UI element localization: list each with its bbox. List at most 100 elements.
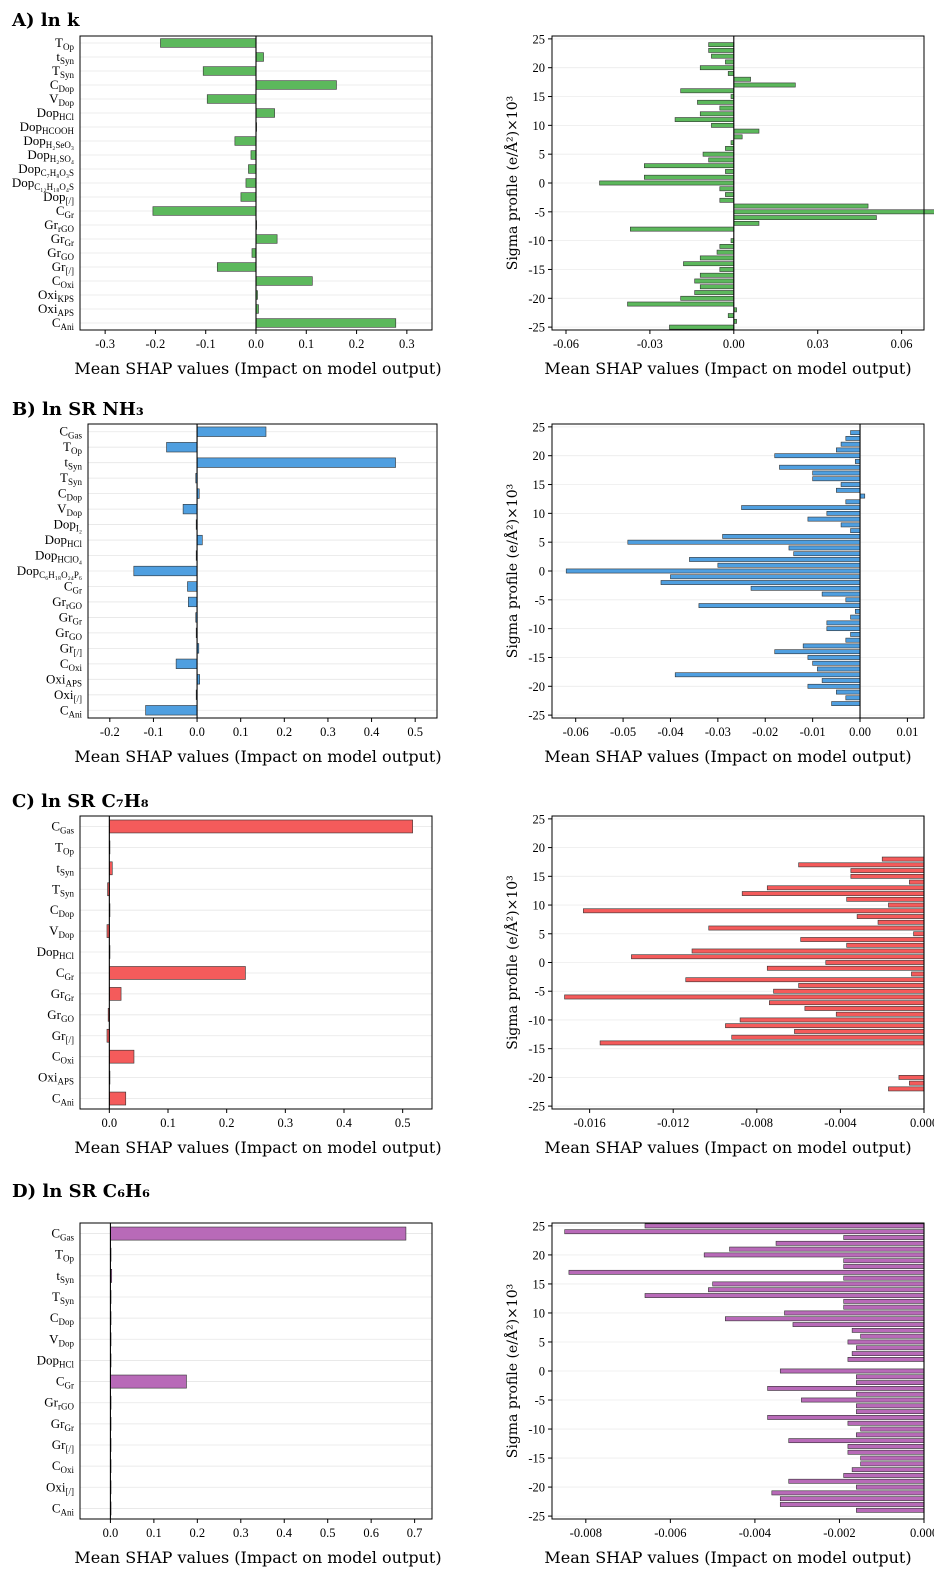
feature-label: DopC₁₂H₁₈O₄S: [12, 175, 74, 192]
bar: [877, 919, 925, 925]
bar: [627, 539, 861, 545]
feature-label: Oxi[/]: [46, 1479, 74, 1496]
bar: [741, 891, 925, 896]
y-tick-label: 0: [539, 565, 545, 579]
feature-label: GrGr: [51, 986, 74, 1003]
x-tick-label: 0.2: [190, 1526, 206, 1540]
bar: [845, 436, 861, 441]
bar: [699, 111, 735, 117]
bar: [788, 1438, 925, 1444]
x-tick-label: -0.2: [100, 725, 120, 739]
feature-label: GrGO: [47, 1007, 74, 1024]
y-tick-label: 25: [533, 420, 546, 434]
bar: [733, 203, 869, 209]
bar: [807, 683, 861, 689]
feature-label: DopC₆H₁₈O₂₄P₆: [17, 563, 82, 580]
bar: [255, 108, 275, 118]
x-tick-label: -0.016: [573, 1116, 605, 1130]
x-tick-label: 0.1: [160, 1116, 176, 1130]
bar: [779, 464, 861, 470]
bar: [182, 504, 198, 515]
bar: [196, 534, 203, 546]
bar: [733, 215, 877, 220]
feature-label: TOp: [55, 839, 74, 856]
y-tick-label: -15: [528, 651, 545, 665]
bar: [733, 82, 796, 88]
chart-D-right: 25 20 15 10 5 0 -5 -10 -15 -20 -25 -0.008 -0.006 -0.0…: [503, 1219, 934, 1567]
bar: [821, 678, 861, 683]
bar: [248, 164, 257, 174]
bar: [109, 1049, 135, 1064]
bar: [860, 1333, 925, 1339]
bar: [670, 574, 861, 580]
bar: [722, 534, 861, 539]
bar: [767, 1386, 925, 1391]
bar: [800, 937, 925, 942]
bar: [708, 48, 735, 53]
plot-frame: [79, 1222, 433, 1520]
bar: [843, 1298, 925, 1304]
bar: [733, 220, 760, 226]
y-tick-label: -25: [528, 1100, 545, 1114]
bar: [831, 701, 861, 706]
y-tick-label: 25: [533, 812, 546, 826]
bar: [583, 908, 925, 914]
feature-label: VDop: [49, 923, 74, 940]
bar: [856, 1432, 925, 1438]
y-tick-label: -25: [528, 321, 545, 335]
bar: [255, 276, 313, 286]
bar: [856, 1409, 925, 1415]
x-tick-label: 0.00: [849, 725, 871, 739]
x-tick-label: -0.03: [637, 337, 663, 351]
bar: [703, 1252, 925, 1258]
feature-label: DopHCOOH: [20, 119, 75, 136]
x-tick-label: -0.3: [95, 337, 115, 351]
x-tick-label: 0.2: [349, 337, 365, 351]
bar: [719, 267, 735, 272]
x-tick-label: -0.1: [196, 337, 216, 351]
feature-label: CAni: [52, 1500, 75, 1517]
bar: [788, 545, 861, 551]
bar: [771, 1490, 925, 1496]
bar: [631, 954, 925, 960]
plot-frame: [79, 35, 433, 331]
bar: [840, 482, 861, 487]
feature-label: DopH₂SO₄: [27, 147, 74, 164]
bar: [850, 614, 861, 620]
x-axis-title: Mean SHAP values (Impact on model output…: [74, 1548, 441, 1567]
feature-label: CDop: [50, 1310, 75, 1327]
bar: [843, 1235, 925, 1240]
y-tick-label: 0: [539, 1365, 545, 1379]
y-axis-title: Sigma profile (e/Å²)×10³: [503, 875, 521, 1050]
bar: [826, 626, 861, 632]
bar: [109, 819, 413, 834]
bar: [856, 1380, 925, 1385]
feature-label: TSyn: [52, 881, 74, 898]
x-tick-label: -0.04: [657, 725, 684, 739]
y-tick-label: -5: [535, 593, 545, 607]
plot-frame: [79, 815, 433, 1110]
bar: [741, 505, 861, 510]
bar: [843, 1258, 925, 1264]
feature-label: DopHCl: [37, 944, 75, 961]
bar: [133, 565, 198, 577]
bar: [909, 879, 925, 885]
x-tick-label: -0.004: [824, 1116, 857, 1130]
bar: [913, 931, 925, 937]
feature-label: GrrGO: [52, 594, 82, 611]
x-tick-label: -0.2: [146, 337, 166, 351]
bar: [840, 522, 861, 528]
bar: [255, 234, 278, 244]
bar: [725, 59, 735, 65]
bar: [698, 603, 861, 608]
y-tick-label: -10: [528, 1013, 545, 1027]
bar: [807, 516, 861, 522]
y-tick-label: 15: [533, 1277, 546, 1291]
bar: [711, 122, 735, 128]
feature-label: OxiAPS: [46, 671, 82, 688]
bar: [680, 88, 735, 94]
bar: [836, 689, 861, 695]
y-tick-label: 10: [533, 899, 546, 913]
feature-label: VDop: [49, 1331, 74, 1348]
y-tick-label: -10: [528, 234, 545, 248]
